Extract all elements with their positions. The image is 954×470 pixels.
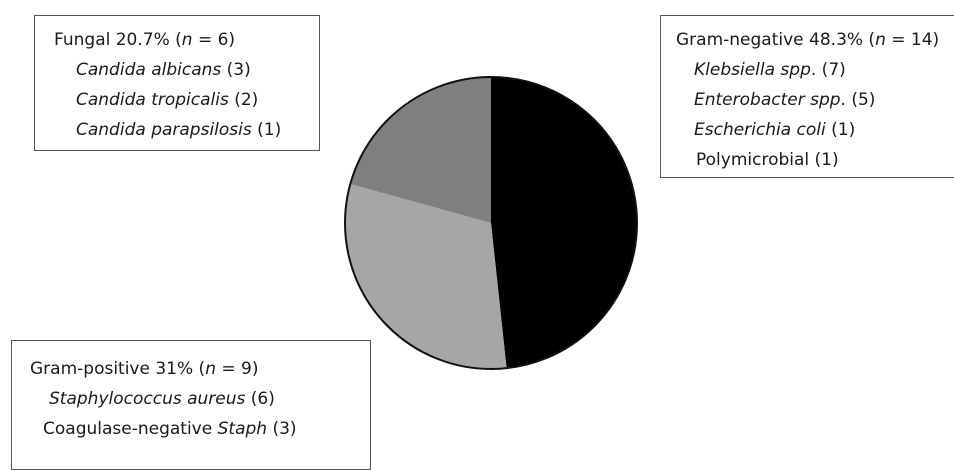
legend-item: Coagulase-negative Staph (3) [43,421,297,438]
organism-count: (1) [251,120,282,140]
organism-name: Candida albicans [76,60,222,80]
header-text: Fungal 20.7% ( [54,30,182,50]
legend-header-gram-positive: Gram-positive 31% (n = 9) [30,361,258,378]
legend-item: Staphylococcus aureus (6) [49,391,275,408]
organism-name: Klebsiella spp [694,60,811,80]
organism-count: (3) [267,419,297,439]
n-symbol: n [205,359,216,379]
n-value: = 9) [215,359,259,379]
organism-count: (3) [221,60,251,80]
pie-slices [344,76,638,370]
organism-count: (1) [825,120,856,140]
organism-count: (6) [245,389,275,409]
legend-item: Candida parapsilosis (1) [76,122,281,139]
organism-prefix: Coagulase-negative [43,419,218,439]
n-value: = 14) [885,30,940,50]
legend-box-fungal: Fungal 20.7% (n = 6) Candida albicans (3… [34,15,320,151]
header-text: Gram-negative 48.3% ( [676,30,876,50]
organism-count: . (7) [810,60,846,80]
pie-outline [344,76,638,370]
legend-item: Escherichia coli (1) [694,122,855,139]
organism-name: Staph [217,419,268,439]
pie-slice-gram-negative [491,77,637,369]
n-symbol: n [181,30,193,50]
pie-slice-fungal [350,77,491,223]
legend-box-gram-negative: Gram-negative 48.3% (n = 14) Klebsiella … [660,15,954,178]
n-value: = 6) [192,30,236,50]
organism-name: Escherichia coli [694,120,826,140]
organism-count: (2) [228,90,259,110]
organism-plain: Polymicrobial (1) [696,150,839,170]
organism-name: Candida tropicalis [76,90,229,110]
organism-name: Candida parapsilosis [76,120,252,140]
pie-chart [344,76,638,370]
header-text: Gram-positive 31% ( [30,359,206,379]
legend-item: Polymicrobial (1) [696,152,839,169]
organism-name: Staphylococcus aureus [49,389,246,409]
organism-name: Enterobacter spp [694,90,841,110]
legend-box-gram-positive: Gram-positive 31% (n = 9) Staphylococcus… [11,340,371,470]
legend-item: Candida tropicalis (2) [76,92,258,109]
legend-item: Enterobacter spp. (5) [694,92,875,109]
legend-item: Klebsiella spp. (7) [694,62,846,79]
legend-item: Candida albicans (3) [76,62,251,79]
n-symbol: n [875,30,886,50]
legend-header-gram-negative: Gram-negative 48.3% (n = 14) [676,32,939,49]
organism-count: . (5) [840,90,876,110]
legend-header-fungal: Fungal 20.7% (n = 6) [54,32,235,49]
